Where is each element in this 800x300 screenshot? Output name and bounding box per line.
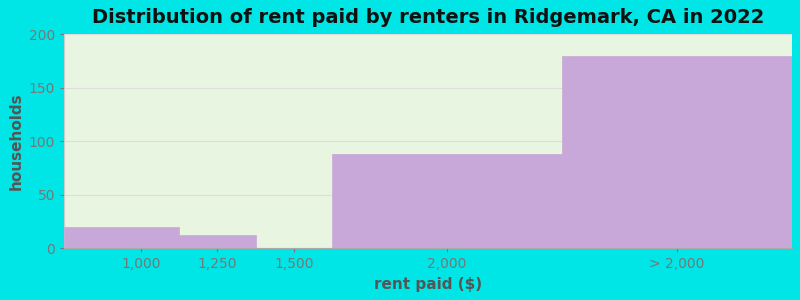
Bar: [562, 56, 792, 248]
Bar: [332, 154, 562, 248]
Bar: [64, 227, 179, 248]
Title: Distribution of rent paid by renters in Ridgemark, CA in 2022: Distribution of rent paid by renters in …: [92, 8, 764, 27]
Y-axis label: households: households: [8, 92, 23, 190]
X-axis label: rent paid ($): rent paid ($): [374, 277, 482, 292]
Bar: [179, 235, 256, 248]
